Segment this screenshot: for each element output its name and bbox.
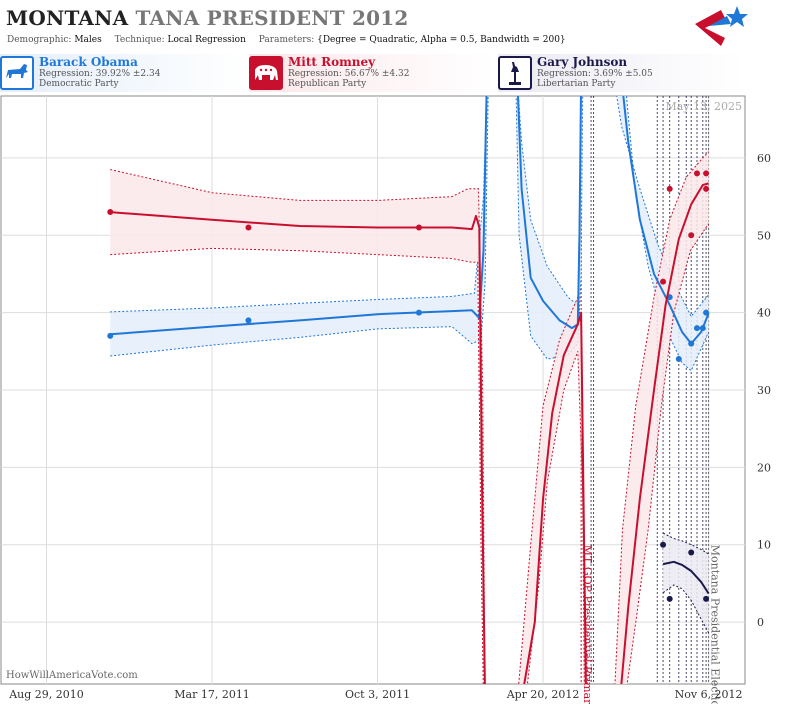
candidate-name: Gary Johnson <box>537 55 628 69</box>
upper-bound-line <box>662 532 709 555</box>
candidate-name: Mitt Romney <box>288 55 376 69</box>
credit-text: HowWillAmericaVote.com <box>6 670 138 681</box>
x-tick-label: Aug 29, 2010 <box>8 688 84 701</box>
poll-point <box>675 356 682 363</box>
event-line-label: Montana Presidential Election <box>709 545 722 704</box>
parameters-value: {Degree = Quadratic, Alpha = 0.5, Bandwi… <box>317 35 566 45</box>
x-tick-labels: Aug 29, 2010 Mar 17, 2011 Oct 3, 2011 Apr 2… <box>8 688 742 701</box>
regression-line <box>110 182 709 684</box>
candidate-name: Barack Obama <box>39 55 138 69</box>
poll-point <box>245 224 252 231</box>
regression-chart: MT GOP Presidential Primary Montana Presi… <box>0 95 771 704</box>
title-rest: TANA PRESIDENT 2012 <box>135 6 409 30</box>
site-logo-icon <box>695 6 748 46</box>
series-layer <box>107 96 710 684</box>
parameters-label: Parameters: <box>258 35 315 45</box>
elephant-icon <box>249 56 283 90</box>
poll-point <box>688 549 695 556</box>
x-tick-label: Mar 17, 2011 <box>174 688 250 701</box>
x-tick-label: Oct 3, 2011 <box>345 688 410 701</box>
upper-bound-line <box>110 151 709 684</box>
demographic-value: Males <box>74 35 102 45</box>
poll-point <box>699 325 706 332</box>
lower-bound-line <box>110 96 710 372</box>
poll-point <box>688 232 695 239</box>
technique-value: Local Regression <box>167 35 246 45</box>
poll-point <box>660 541 667 548</box>
poll-point <box>694 325 700 332</box>
confidence-band <box>110 151 709 684</box>
x-tick-label: Nov 6, 2012 <box>675 688 743 701</box>
poll-point <box>688 340 695 347</box>
chart-header: MONTANA TANA PRESIDENT 2012 Demographic:… <box>0 0 789 52</box>
lower-bound-line <box>110 223 710 684</box>
title-state: MONTANA <box>6 6 129 30</box>
candidate-card-johnson: Gary Johnson Regression: 3.69% ±5.05 Lib… <box>498 54 744 92</box>
poll-point <box>694 170 700 177</box>
candidate-regression: Regression: 56.67% ±4.32 <box>288 69 410 79</box>
y-tick-label: 10 <box>757 539 771 552</box>
confidence-band <box>663 533 709 633</box>
poll-point <box>703 309 710 316</box>
poll-point <box>666 595 673 602</box>
poll-point <box>415 224 422 231</box>
liberty-icon <box>498 56 532 90</box>
date-stamp: May 13, 2025 <box>665 100 742 113</box>
y-tick-labels: 0 10 20 30 40 50 60 <box>757 152 771 629</box>
poll-point <box>107 209 114 216</box>
candidate-party: Democratic Party <box>39 79 119 89</box>
candidate-regression: Regression: 39.92% ±2.34 <box>39 69 161 79</box>
poll-point <box>666 185 673 192</box>
poll-point <box>703 595 710 602</box>
poll-point <box>415 309 422 316</box>
x-tick-label: Apr 20, 2012 <box>506 688 580 701</box>
chart-title: MONTANA TANA PRESIDENT 2012 <box>6 6 408 30</box>
candidate-party: Libertarian Party <box>537 79 616 89</box>
y-tick-label: 40 <box>757 307 771 320</box>
regression-line <box>662 560 710 595</box>
demographic-label: Demographic: <box>7 35 72 45</box>
parameters-line: Demographic: Males Technique: Local Regr… <box>7 35 576 45</box>
candidate-regression: Regression: 3.69% ±5.05 <box>537 69 653 79</box>
candidate-party: Republican Party <box>288 79 367 89</box>
upper-bound-line <box>110 96 709 318</box>
y-tick-label: 20 <box>757 461 771 474</box>
technique-label: Technique: <box>114 35 165 45</box>
poll-point <box>245 317 252 324</box>
regression-line <box>110 96 710 345</box>
donkey-icon <box>0 56 34 90</box>
y-tick-label: 50 <box>757 229 771 242</box>
lower-bound-line <box>662 584 710 634</box>
candidate-card-romney: Mitt Romney Regression: 56.67% ±4.32 Rep… <box>249 54 494 92</box>
poll-point <box>107 332 114 339</box>
poll-point <box>660 278 667 285</box>
confidence-band <box>110 96 709 371</box>
y-tick-label: 30 <box>757 384 771 397</box>
y-tick-label: 60 <box>757 152 771 165</box>
y-tick-label: 0 <box>757 616 764 629</box>
poll-point <box>703 170 710 177</box>
poll-point <box>703 185 710 192</box>
candidate-card-obama: Barack Obama Regression: 39.92% ±2.34 De… <box>0 54 245 92</box>
